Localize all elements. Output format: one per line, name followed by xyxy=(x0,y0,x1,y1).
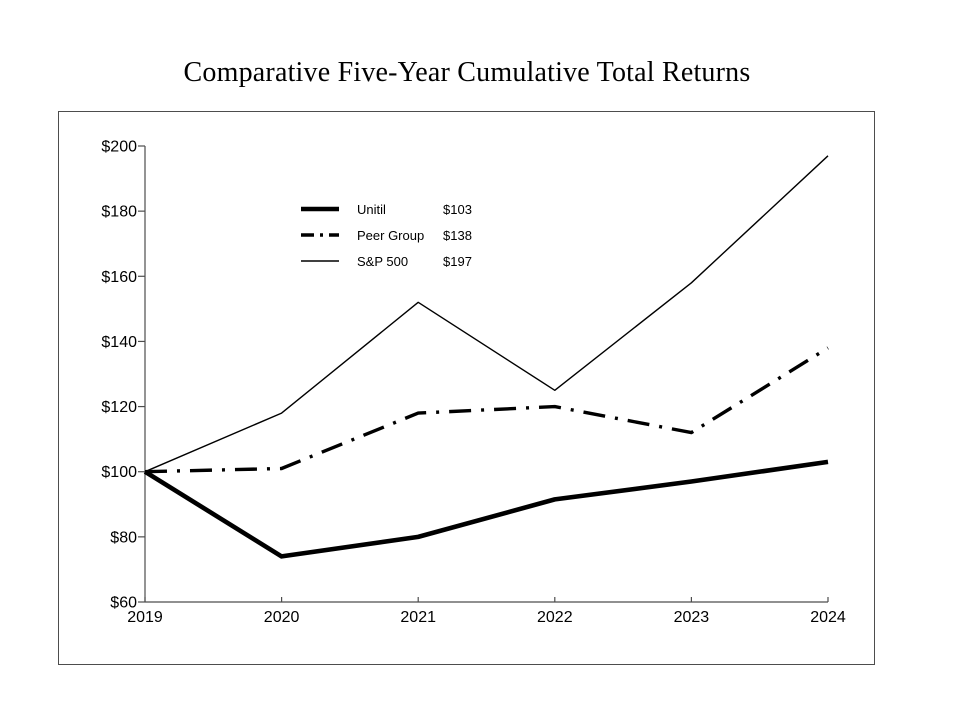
peer-group-line-swatch-icon xyxy=(301,233,339,237)
chart-title: Comparative Five-Year Cumulative Total R… xyxy=(183,57,751,88)
series-line-peer-group xyxy=(144,346,829,474)
legend-value-sp500: $197 xyxy=(443,253,472,269)
x-tick-label: 2021 xyxy=(400,609,436,626)
legend-value-peer-group: $138 xyxy=(443,227,472,243)
y-tick-label: $80 xyxy=(110,529,137,546)
y-tick-label: $200 xyxy=(101,139,137,156)
sp500-line-swatch-icon xyxy=(301,260,339,262)
legend-row-peer-group: Peer Group $138 xyxy=(300,222,472,248)
y-tick-label: $120 xyxy=(101,399,137,416)
x-tick-label: 2020 xyxy=(264,609,300,626)
x-tick-label: 2024 xyxy=(810,609,846,626)
y-tick-label: $180 xyxy=(101,204,137,221)
series-line-unitil xyxy=(143,459,829,559)
legend-row-unitil: Unitil $103 xyxy=(300,196,472,222)
line-chart-plot: $60 $80 $100 $120 $140 $160 $180 $200 2019 2020 20… xyxy=(101,139,846,627)
chart-frame: $60 $80 $100 $120 $140 $160 $180 $200 2019 2020 20… xyxy=(58,111,875,665)
y-tick-label: $140 xyxy=(101,334,137,351)
chart-legend: Unitil $103 Peer Group $138 S&P 500 $197 xyxy=(300,196,472,274)
y-tick-label: $100 xyxy=(101,464,137,481)
y-tick-label: $160 xyxy=(101,269,137,286)
series-line-s-p-500 xyxy=(144,155,829,473)
x-tick-label: 2019 xyxy=(127,609,163,626)
x-tick-label: 2022 xyxy=(537,609,573,626)
legend-value-unitil: $103 xyxy=(443,201,472,217)
unitil-line-swatch-icon xyxy=(301,206,339,212)
y-tick-label: $60 xyxy=(110,595,137,612)
legend-label-peer-group: Peer Group xyxy=(357,227,425,243)
x-tick-label: 2023 xyxy=(674,609,710,626)
legend-row-sp500: S&P 500 $197 xyxy=(300,248,472,274)
legend-label-unitil: Unitil xyxy=(357,201,386,217)
legend-label-sp500: S&P 500 xyxy=(357,253,409,269)
